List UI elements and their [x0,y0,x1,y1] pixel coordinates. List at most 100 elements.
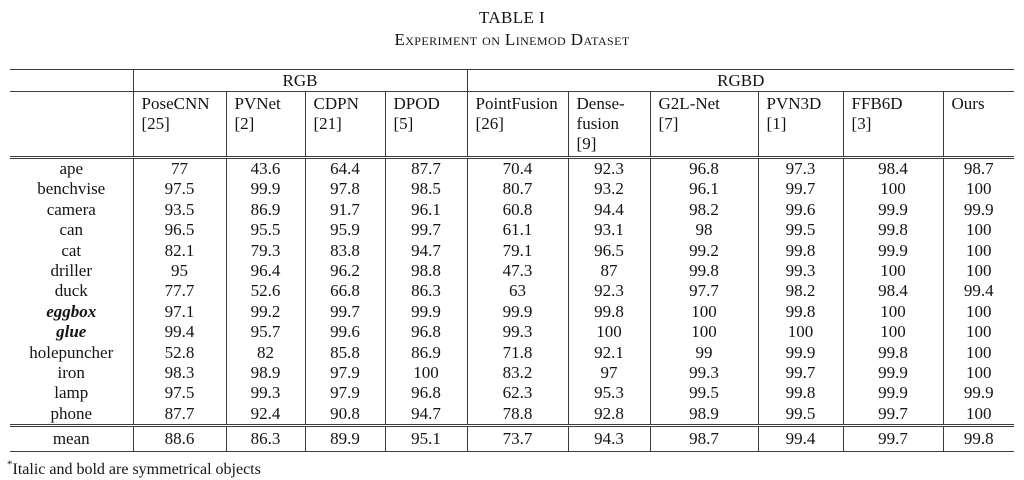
value-cell: 99.8 [567,301,651,323]
table-row: holepuncher 52.8 82 85.8 86.9 71.8 92.1 99 99.9 9… [10,342,1015,364]
value-cell: 99.9 [842,199,944,221]
value-cell: 94.7 [384,240,468,262]
value-cell: 86.9 [225,199,305,221]
col-header-pvnet: PVNet [2] [225,91,305,158]
value-cell: 71.8 [466,342,569,364]
value-cell: 100 [842,301,944,323]
value-cell: 99.9 [942,199,1015,221]
value-cell: 73.7 [466,424,569,453]
value-cell: 100 [384,363,468,384]
value-cell: 96.8 [384,383,468,404]
value-cell: 97.7 [649,281,759,302]
table-row: phone 87.7 92.4 90.8 94.7 78.8 92.8 98.9 99.5 99.… [10,403,1015,426]
citation-ref: [26] [475,114,504,133]
value-cell: 99.7 [842,403,944,426]
table-row: ape 77 43.6 64.4 87.7 70.4 92.3 96.8 97.3 98.4 98.… [10,156,1015,180]
table-row: can 96.5 95.5 95.9 99.7 61.1 93.1 98 99.5 99.8 100 [10,220,1015,241]
citation-ref: [3] [851,114,872,133]
value-cell: 96.8 [384,322,468,343]
value-cell: 99.9 [842,383,944,404]
table-row: iron 98.3 98.9 97.9 100 83.2 97 99.3 99.7 99.9 100 [10,363,1015,384]
value-cell: 100 [842,261,944,282]
value-cell: 83.2 [466,363,569,384]
col-header-dpod: DPOD [5] [384,91,468,158]
value-cell: 100 [942,179,1015,200]
value-cell: 79.3 [225,240,305,262]
value-cell: 60.8 [466,199,569,221]
group-header-rgbd: RGBD [466,69,1015,92]
value-cell: 99.4 [757,424,844,453]
footnote: *Italic and bold are symmetrical objects [7,459,1024,479]
value-cell: 86.9 [384,342,468,364]
value-cell: 99.8 [757,383,844,404]
value-cell: 85.8 [304,342,385,364]
value-cell: 93.1 [567,220,651,241]
value-cell: 99.9 [842,363,944,384]
value-cell: 99.7 [384,220,468,241]
value-cell: 87.7 [132,403,226,426]
value-cell: 96.1 [384,199,468,221]
value-cell: 98.9 [649,403,759,426]
value-cell: 93.5 [132,199,226,221]
value-cell: 92.8 [567,403,651,426]
value-cell: 100 [649,301,759,323]
group-header-empty [10,69,133,92]
table-number: TABLE I [478,8,546,27]
table-row: cat 82.1 79.3 83.8 94.7 79.1 96.5 99.2 99.8 99.9 1… [10,240,1015,262]
value-cell: 92.3 [567,156,651,180]
value-cell: 94.7 [384,403,468,426]
value-cell: 97.1 [132,301,226,323]
value-cell: 99.9 [466,301,569,323]
footnote-text: Italic and bold are symmetrical objects [12,461,261,479]
value-cell: 99.9 [842,240,944,262]
value-cell: 99.4 [132,322,226,343]
value-cell: 66.8 [304,281,385,302]
row-label: holepuncher [29,342,114,362]
value-cell: 97 [567,363,651,384]
table-row: benchvise 97.5 99.9 97.8 98.5 80.7 93.2 96.1 99.… [10,179,1015,200]
value-cell: 95 [132,261,226,282]
results-table: RGB RGBD PoseCNN [25] PVNet [2] CDPN [21] DPOD[… [10,69,1015,453]
value-cell: 99.6 [304,322,385,343]
row-label: glue [56,322,87,342]
col-header-dense-fusion: Dense-fusion [9] [567,91,651,158]
value-cell: 98.2 [757,281,844,302]
citation-ref: [5] [393,114,414,133]
table-row-mean: mean 88.6 86.3 89.9 95.1 73.7 94.3 98.7 99.4 99.7… [10,424,1015,453]
method-name: PVN3D [766,94,822,113]
value-cell: 98.4 [842,156,944,180]
method-name: DPOD [393,94,440,113]
value-cell: 99.8 [757,301,844,323]
value-cell: 93.2 [567,179,651,200]
citation-ref: [25] [141,114,170,133]
citation-ref: [7] [658,114,679,133]
method-name: PoseCNN [141,94,210,113]
value-cell: 97.9 [304,363,385,384]
method-name: PVNet [234,94,281,113]
table-row: camera 93.5 86.9 91.7 96.1 60.8 94.4 98.2 99.6 99… [10,199,1015,221]
value-cell: 99 [649,342,759,364]
value-cell: 100 [942,240,1015,262]
group-header-rgb: RGB [132,69,468,92]
table-row: lamp 97.5 99.3 97.9 96.8 62.3 95.3 99.5 99.8 99.9… [10,383,1015,404]
value-cell: 82 [225,342,305,364]
value-cell: 99.3 [466,322,569,343]
value-cell: 97.5 [132,383,226,404]
value-cell: 87.7 [384,156,468,180]
value-cell: 98.7 [649,424,759,453]
value-cell: 99.2 [649,240,759,262]
value-cell: 99.8 [649,261,759,282]
value-cell: 95.3 [567,383,651,404]
value-cell: 95.1 [384,424,468,453]
value-cell: 92.1 [567,342,651,364]
value-cell: 99.7 [757,179,844,200]
value-cell: 99.7 [842,424,944,453]
method-name: Ours [951,94,985,113]
value-cell: 94.4 [567,199,651,221]
value-cell: 79.1 [466,240,569,262]
row-label: phone [50,403,93,423]
value-cell: 99.7 [304,301,385,323]
value-cell: 98.8 [384,261,468,282]
citation-ref: [9] [576,134,597,153]
value-cell: 100 [567,322,651,343]
